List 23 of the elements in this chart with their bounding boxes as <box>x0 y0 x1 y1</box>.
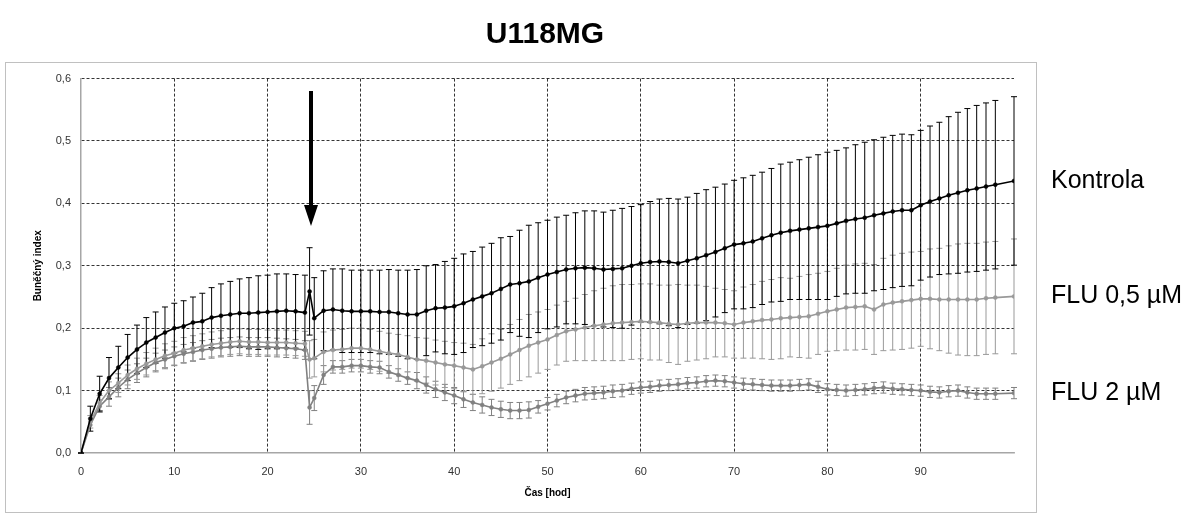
y-tick-label: 0,2 <box>55 321 71 334</box>
series-label: Kontrola <box>1051 164 1145 193</box>
x-tick-label: 50 <box>541 464 554 477</box>
x-tick-label: 90 <box>914 464 927 477</box>
x-tick-label: 10 <box>168 464 181 477</box>
x-tick-label: 70 <box>727 464 741 477</box>
y-tick-label: 0,1 <box>55 383 71 396</box>
y-tick-label: 0,4 <box>55 196 71 209</box>
series-label: FLU 2 µM <box>1051 376 1162 405</box>
series-label: FLU 0,5 µM <box>1051 280 1183 309</box>
y-tick-label: 0,6 <box>55 71 71 84</box>
y-tick-label: 0,5 <box>55 134 71 147</box>
x-tick-label: 60 <box>634 464 647 477</box>
x-tick-label: 40 <box>448 464 461 477</box>
y-tick-label: 0,0 <box>55 446 71 459</box>
chart-title: U118MG <box>484 15 606 51</box>
x-tick-label: 0 <box>77 464 85 477</box>
x-tick-label: 30 <box>354 464 368 477</box>
y-axis-title: Buněčný index <box>31 229 43 302</box>
y-tick-label: 0,3 <box>55 258 71 271</box>
x-tick-label: 80 <box>821 464 834 477</box>
x-tick-label: 20 <box>261 464 274 477</box>
x-axis-title: Čas [hod] <box>524 485 571 498</box>
